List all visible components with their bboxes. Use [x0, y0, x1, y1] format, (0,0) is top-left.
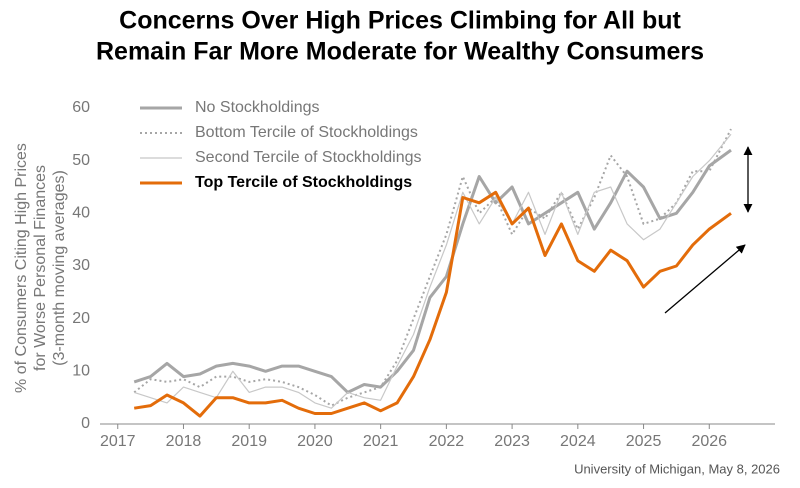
y-tick-label: 30 — [72, 257, 90, 274]
y-axis-label: % of Consumers Citing High Prices — [13, 143, 30, 393]
x-tick-label: 2023 — [494, 433, 530, 450]
x-tick-label: 2018 — [166, 433, 202, 450]
y-tick-label: 20 — [72, 310, 90, 327]
x-tick-label: 2017 — [100, 433, 136, 450]
x-tick-label: 2024 — [560, 433, 596, 450]
y-tick-label: 10 — [72, 363, 90, 380]
chart-title: Remain Far More Moderate for Wealthy Con… — [96, 38, 704, 66]
legend-label: Top Tercile of Stockholdings — [195, 174, 412, 191]
y-tick-label: 60 — [72, 99, 90, 116]
y-tick-label: 0 — [81, 415, 90, 432]
x-tick-label: 2022 — [429, 433, 465, 450]
series-line — [134, 133, 732, 409]
x-tick-label: 2019 — [231, 433, 267, 450]
legend-label: Bottom Tercile of Stockholdings — [195, 124, 418, 141]
y-axis-label: for Worse Personal Finances — [32, 165, 49, 371]
legend-label: Second Tercile of Stockholdings — [195, 149, 422, 166]
series-line — [133, 128, 732, 407]
series-line — [133, 148, 732, 394]
y-axis-label: (3-month moving averages) — [51, 170, 68, 366]
chart-title: Concerns Over High Prices Climbing for A… — [119, 7, 681, 35]
trend-arrow — [664, 244, 746, 314]
x-tick-label: 2025 — [626, 433, 662, 450]
legend-label: No Stockholdings — [195, 99, 320, 116]
y-tick-label: 50 — [72, 152, 90, 169]
x-tick-label: 2021 — [363, 433, 399, 450]
y-tick-label: 40 — [72, 205, 90, 222]
source: University of Michigan, May 8, 2026 — [574, 461, 780, 476]
series-line — [133, 190, 732, 418]
x-tick-label: 2026 — [691, 433, 727, 450]
x-tick-label: 2020 — [297, 433, 333, 450]
